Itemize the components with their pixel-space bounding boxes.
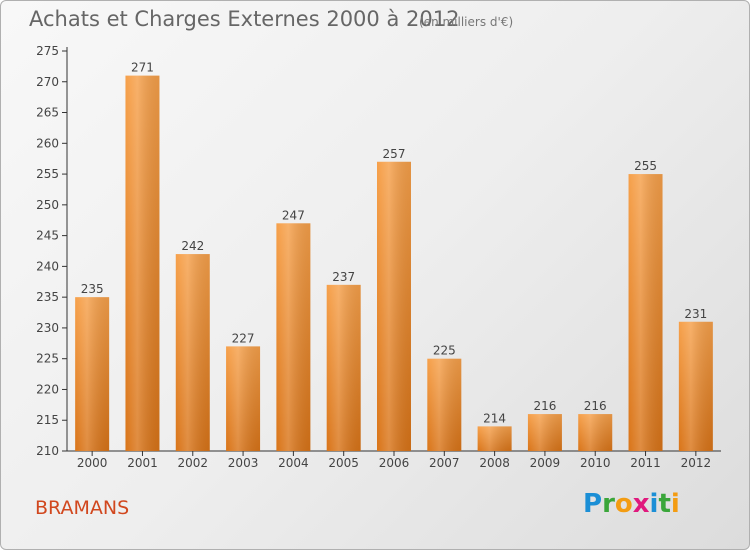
logo-letter: t <box>658 489 671 519</box>
x-tick-label: 2010 <box>580 456 611 470</box>
bar-shine <box>628 174 663 452</box>
commune-name: BRAMANS <box>35 497 130 519</box>
y-tick-label: 270 <box>36 75 59 89</box>
bar-shine <box>527 414 562 451</box>
x-tick-label: 2002 <box>177 456 208 470</box>
y-tick-label: 220 <box>36 382 59 396</box>
y-tick-label: 250 <box>36 198 59 212</box>
x-tick-label: 2001 <box>127 456 158 470</box>
bar-value-label: 214 <box>483 411 506 425</box>
bar-shine <box>175 254 210 451</box>
bar-shine <box>326 284 361 451</box>
logo-letter: P <box>583 489 603 519</box>
y-tick-label: 255 <box>36 167 59 181</box>
x-tick-label: 2011 <box>630 456 661 470</box>
x-tick-label: 2007 <box>429 456 460 470</box>
bar-shine <box>477 426 512 451</box>
x-tick-label: 2000 <box>77 456 108 470</box>
bar-shine <box>377 161 411 451</box>
y-tick-label: 275 <box>36 44 59 58</box>
bar-value-label: 235 <box>81 282 104 296</box>
bar-value-label: 271 <box>131 61 154 75</box>
axis-layer: 210 215 220 225 230 235 240 245 250 255 260 265 270 2… <box>36 44 721 470</box>
bar-shine <box>75 297 110 451</box>
bar-shine <box>678 321 713 451</box>
bar-value-label: 247 <box>282 208 305 222</box>
y-tick-label: 260 <box>36 136 59 150</box>
bar-value-label: 237 <box>332 270 355 284</box>
y-tick-label: 235 <box>36 290 59 304</box>
bar-value-label: 225 <box>433 344 456 358</box>
y-tick-label: 215 <box>36 413 59 427</box>
x-tick-label: 2006 <box>379 456 410 470</box>
logo-letter: i <box>649 489 659 519</box>
bar-shine <box>276 223 311 451</box>
bar-shine <box>125 75 160 451</box>
x-tick-label: 2004 <box>278 456 309 470</box>
logo-letter: i <box>670 489 680 519</box>
x-tick-label: 2009 <box>530 456 561 470</box>
logo-letter: r <box>602 489 615 519</box>
y-tick-label: 210 <box>36 444 59 458</box>
y-tick-label: 230 <box>36 321 59 335</box>
chart-subtitle: (en milliers d'€) <box>419 15 514 29</box>
x-tick-label: 2008 <box>479 456 510 470</box>
bar-shine <box>427 358 462 451</box>
bar-shine <box>578 414 613 451</box>
bar-value-label: 255 <box>634 159 657 173</box>
x-tick-label: 2005 <box>328 456 359 470</box>
bar-value-label: 216 <box>584 399 607 413</box>
bar-value-label: 257 <box>383 147 406 161</box>
y-tick-label: 240 <box>36 259 59 273</box>
y-tick-label: 265 <box>36 106 59 120</box>
bar-value-label: 216 <box>533 399 556 413</box>
bar-value-label: 231 <box>684 307 707 321</box>
chart-title: Achats et Charges Externes 2000 à 2012 <box>29 7 460 31</box>
bar-value-label: 242 <box>181 239 204 253</box>
y-tick-label: 225 <box>36 352 59 366</box>
bar-value-label: 227 <box>232 331 255 345</box>
proxiti-logo[interactable]: Proxiti <box>583 489 680 519</box>
x-tick-label: 2003 <box>228 456 259 470</box>
x-tick-label: 2012 <box>681 456 712 470</box>
logo-letter: x <box>632 489 650 519</box>
logo-letter: o <box>614 489 633 519</box>
y-tick-label: 245 <box>36 229 59 243</box>
bar-shine <box>226 346 261 451</box>
bar-layer: 235 271 242 227 247 237 257 225 214 216 216 255 231 <box>75 61 713 452</box>
